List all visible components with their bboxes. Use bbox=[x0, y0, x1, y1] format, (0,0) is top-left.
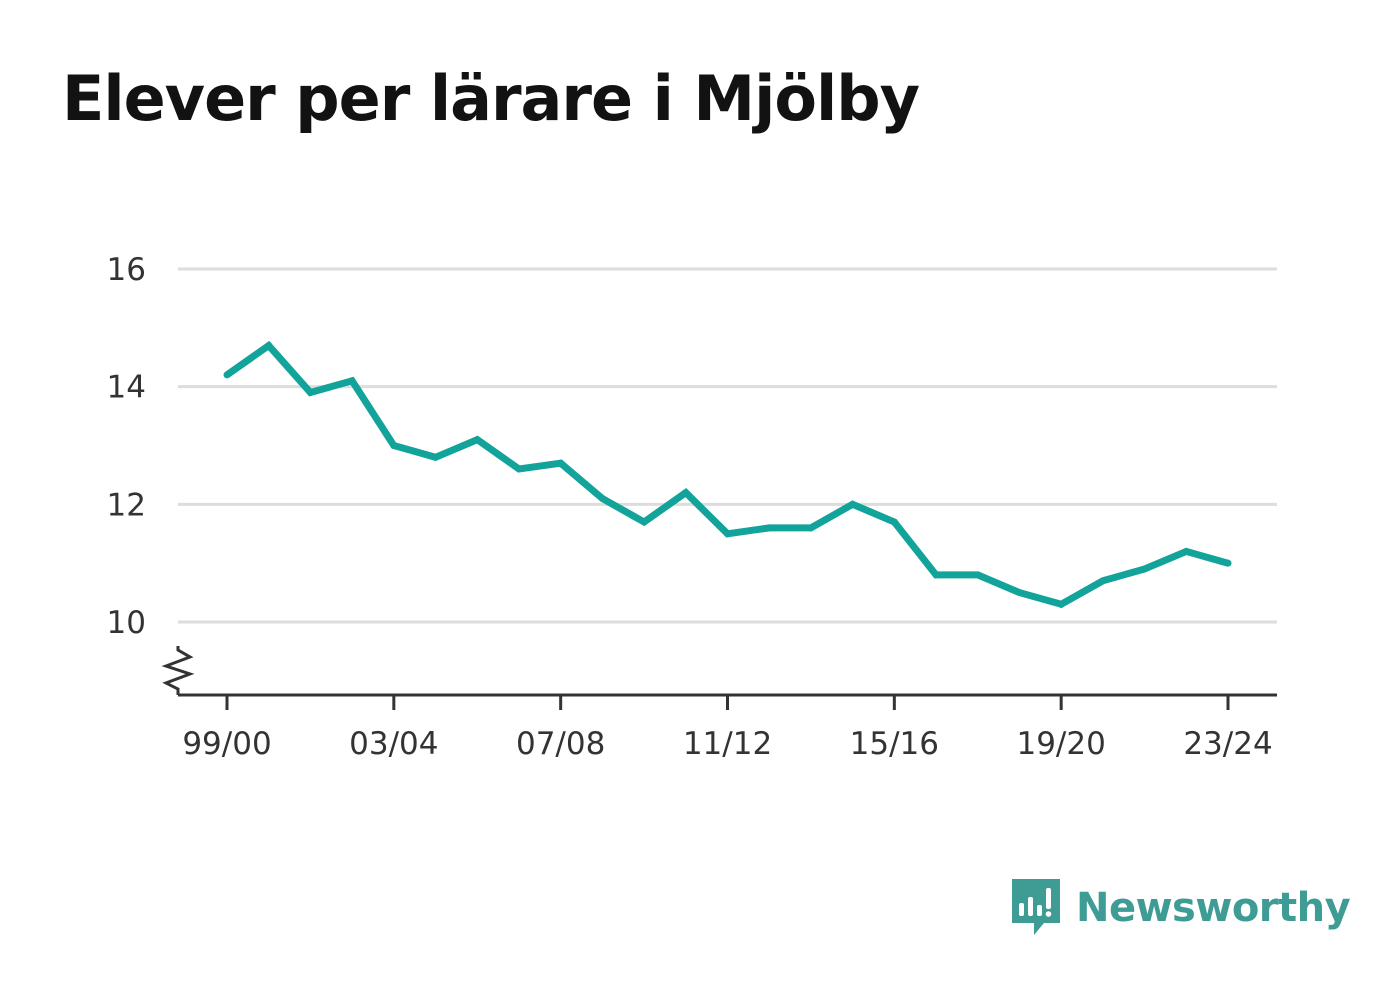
y-tick-label: 14 bbox=[107, 370, 146, 406]
x-tick-label: 11/12 bbox=[683, 726, 772, 762]
data-point bbox=[265, 341, 273, 349]
x-tick-label: 99/00 bbox=[182, 726, 271, 762]
data-point bbox=[807, 524, 815, 532]
x-tick-label: 15/16 bbox=[850, 726, 939, 762]
brand-name: Newsworthy bbox=[1076, 885, 1351, 931]
data-point bbox=[598, 494, 606, 502]
data-point bbox=[1182, 547, 1190, 555]
x-tick-label: 07/08 bbox=[516, 726, 605, 762]
gridlines bbox=[178, 267, 1277, 624]
data-point bbox=[724, 530, 731, 538]
axis-break-marker bbox=[161, 646, 195, 695]
page-title: Elever per lärare i Mjölby bbox=[62, 62, 920, 135]
data-point bbox=[432, 453, 440, 461]
data-point bbox=[974, 571, 982, 579]
newsworthy-logo-icon bbox=[1012, 879, 1060, 935]
data-point bbox=[223, 371, 231, 379]
data-point bbox=[1141, 565, 1149, 573]
data-point bbox=[306, 389, 314, 397]
y-tick-label: 12 bbox=[107, 487, 146, 523]
x-tick-label: 03/04 bbox=[349, 726, 438, 762]
series-line-0 bbox=[224, 340, 1229, 609]
data-point bbox=[765, 524, 773, 532]
y-tick-label: 16 bbox=[107, 252, 146, 288]
data-point bbox=[515, 465, 523, 473]
data-point bbox=[390, 442, 398, 449]
series-group bbox=[223, 340, 1232, 609]
data-point bbox=[932, 571, 940, 579]
data-point bbox=[1057, 600, 1065, 608]
data-point bbox=[557, 459, 565, 467]
data-point bbox=[640, 518, 648, 526]
x-axis: 99/00 03/04 07/08 11/12 15/16 19/20 23/24 bbox=[161, 646, 1277, 762]
data-point bbox=[1015, 589, 1023, 597]
x-tick-label: 23/24 bbox=[1183, 726, 1272, 762]
y-tick-label: 10 bbox=[107, 605, 146, 641]
data-point bbox=[473, 436, 481, 444]
data-point bbox=[849, 500, 857, 508]
data-point bbox=[1099, 577, 1107, 585]
data-point bbox=[890, 518, 898, 526]
x-tick-label: 19/20 bbox=[1016, 726, 1105, 762]
data-point bbox=[682, 489, 690, 497]
y-axis-ticks: 10 12 14 16 bbox=[107, 252, 146, 641]
brand-logo: Newsworthy bbox=[1010, 876, 1351, 940]
data-point bbox=[1224, 559, 1232, 567]
data-point bbox=[348, 377, 356, 385]
